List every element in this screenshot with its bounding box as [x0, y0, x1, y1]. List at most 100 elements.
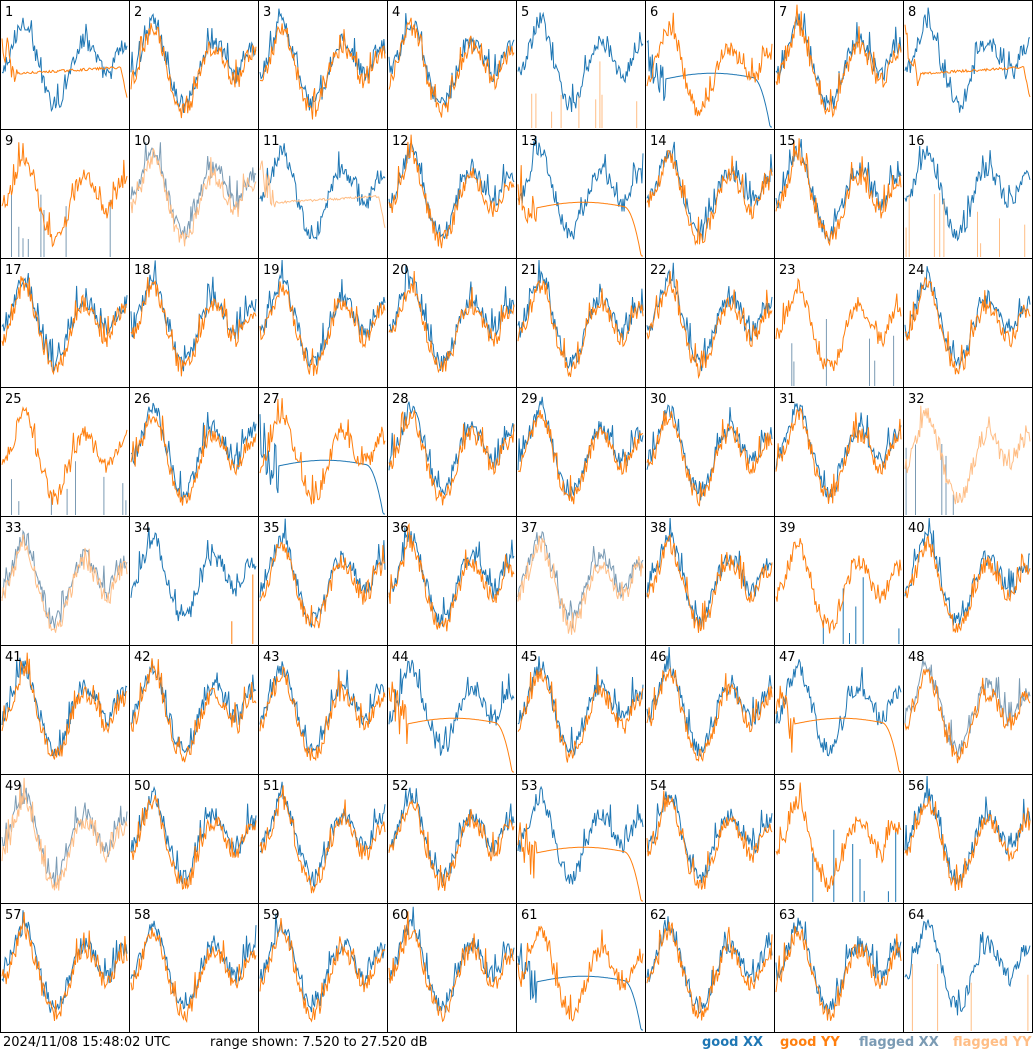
- yy-series-4: [388, 17, 515, 118]
- panel-frame: [774, 0, 904, 130]
- tile-panel-50: 50: [129, 774, 259, 904]
- tile-panel-43: 43: [258, 645, 388, 775]
- tile-panel-54: 54: [645, 774, 775, 904]
- xx-series-20: [388, 265, 515, 371]
- panel-label: 58: [134, 908, 151, 923]
- xx-series-45: [517, 656, 644, 757]
- xx-series-26: [130, 402, 257, 502]
- yy-series-2: [130, 23, 257, 119]
- tile-panel-37: 37: [516, 516, 646, 646]
- panel-label: 33: [5, 521, 22, 536]
- panel-label: 3: [263, 5, 271, 20]
- panel-label: 44: [392, 650, 409, 665]
- yy-series-29: [517, 410, 644, 505]
- panel-label: 16: [908, 134, 925, 149]
- tile-panel-13: 13: [516, 129, 646, 259]
- tile-panel-51: 51: [258, 774, 388, 904]
- tile-panel-47: 47: [774, 645, 904, 775]
- tile-panel-22: 22: [645, 258, 775, 388]
- panel-label: 6: [650, 5, 658, 20]
- tile-panel-3: 3: [258, 0, 388, 130]
- tile-panel-53: 53: [516, 774, 646, 904]
- xx-series-23: [791, 319, 895, 386]
- xx-series-21: [517, 259, 644, 369]
- xx-series-17: [1, 272, 128, 373]
- yy-series-3: [259, 23, 386, 120]
- panel-label: 1: [5, 5, 13, 20]
- yy-series-47: [775, 685, 901, 773]
- tile-panel-48: 48: [903, 645, 1033, 775]
- panel-label: 4: [392, 5, 400, 20]
- yy-series-62: [646, 921, 773, 1021]
- yy-series-11: [259, 160, 386, 229]
- yy-series-53: [517, 822, 643, 902]
- xx-series-38: [646, 517, 773, 628]
- tile-panel-38: 38: [645, 516, 775, 646]
- xx-series-13: [517, 136, 644, 240]
- panel-label: 50: [134, 779, 151, 794]
- xx-series-44: [388, 659, 515, 756]
- yy-series-32: [904, 405, 1031, 505]
- panel-label: 25: [5, 392, 22, 407]
- panel-label: 37: [521, 521, 538, 536]
- yy-series-5: [531, 61, 638, 128]
- tile-panel-45: 45: [516, 645, 646, 775]
- yy-series-51: [259, 785, 386, 894]
- panel-frame: [903, 0, 1033, 130]
- yy-series-14: [646, 149, 773, 246]
- tile-panel-34: 34: [129, 516, 259, 646]
- yy-series-33: [1, 534, 128, 633]
- tile-panel-44: 44: [387, 645, 517, 775]
- panel-label: 24: [908, 263, 925, 278]
- panel-label: 39: [779, 521, 796, 536]
- yy-series-18: [130, 277, 257, 377]
- tile-panel-42: 42: [129, 645, 259, 775]
- yy-series-34: [231, 574, 254, 644]
- tile-panel-46: 46: [645, 645, 775, 775]
- panel-label: 23: [779, 263, 796, 278]
- range-text: range shown: 7.520 to 27.520 dB: [210, 1035, 428, 1050]
- tile-panel-4: 4: [387, 0, 517, 130]
- tile-panel-52: 52: [387, 774, 517, 904]
- xx-series-24: [904, 266, 1031, 369]
- panel-label: 28: [392, 392, 409, 407]
- tile-panel-57: 57: [0, 903, 130, 1033]
- legend-flagged-xx: flagged XX: [859, 1035, 939, 1050]
- panel-label: 20: [392, 263, 409, 278]
- yy-series-54: [646, 790, 773, 890]
- tile-panel-19: 19: [258, 258, 388, 388]
- yy-series-13: [517, 165, 643, 257]
- yy-series-45: [517, 668, 644, 763]
- panel-label: 9: [5, 134, 13, 149]
- xx-series-52: [388, 787, 515, 886]
- panel-frame: [0, 0, 130, 130]
- yy-series-63: [775, 925, 902, 1021]
- panel-label: 12: [392, 134, 409, 149]
- xx-series-27: [259, 414, 385, 515]
- xx-series-39: [822, 577, 900, 644]
- panel-label: 45: [521, 650, 538, 665]
- panel-label: 11: [263, 134, 280, 149]
- panel-label: 43: [263, 650, 280, 665]
- yy-series-17: [1, 276, 128, 376]
- tile-panel-25: 25: [0, 387, 130, 517]
- yy-series-44: [388, 681, 514, 773]
- tile-panel-9: 9: [0, 129, 130, 259]
- xx-series-2: [130, 13, 257, 113]
- tile-panel-10: 10: [129, 129, 259, 259]
- panel-label: 41: [5, 650, 22, 665]
- xx-series-53: [517, 785, 644, 885]
- panel-label: 54: [650, 779, 667, 794]
- xx-series-4: [388, 13, 515, 108]
- xx-series-64: [904, 919, 1031, 1016]
- xx-series-36: [388, 527, 515, 627]
- yy-series-25: [1, 406, 128, 505]
- xx-series-43: [259, 661, 386, 754]
- xx-series-49: [1, 784, 128, 888]
- xx-series-1: [1, 17, 128, 113]
- tile-panel-29: 29: [516, 387, 646, 517]
- tile-panel-62: 62: [645, 903, 775, 1033]
- xx-series-34: [130, 527, 257, 622]
- yy-series-36: [388, 522, 515, 632]
